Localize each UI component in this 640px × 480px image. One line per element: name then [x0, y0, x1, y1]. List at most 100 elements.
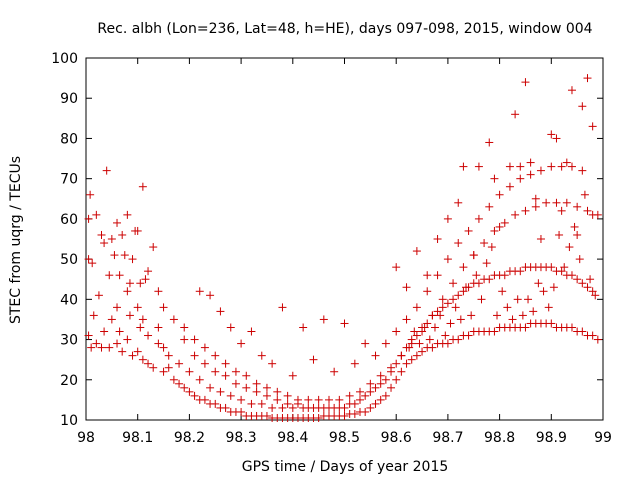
data-point: [195, 287, 204, 296]
data-point: [309, 355, 318, 364]
data-point: [252, 379, 261, 388]
data-point: [485, 275, 494, 284]
data-point: [195, 375, 204, 384]
x-tick-label: 98.2: [174, 430, 205, 446]
data-point: [361, 391, 370, 400]
data-point: [433, 271, 442, 280]
x-axis-label: GPS time / Days of year 2015: [242, 459, 449, 475]
data-point: [237, 407, 246, 416]
data-point: [221, 371, 230, 380]
data-point: [242, 371, 251, 380]
data-point: [84, 331, 93, 340]
data-point: [418, 327, 427, 336]
data-point: [180, 383, 189, 392]
data-point: [133, 303, 142, 312]
data-point: [107, 235, 116, 243]
data-point: [164, 351, 173, 360]
x-tick-label: 99: [594, 430, 612, 446]
data-point: [92, 210, 101, 219]
data-point: [113, 218, 122, 227]
y-tick-label: 60: [60, 212, 78, 228]
data-point: [169, 375, 178, 384]
data-point: [319, 315, 328, 324]
data-point: [133, 226, 142, 235]
data-point: [268, 403, 277, 412]
data-point: [175, 359, 184, 368]
data-point: [433, 235, 442, 243]
data-point: [583, 283, 592, 292]
data-point: [350, 359, 359, 368]
data-point: [94, 291, 103, 300]
data-point: [436, 311, 445, 320]
x-tick-label: 98.9: [536, 430, 567, 446]
data-point: [105, 343, 114, 352]
data-point: [474, 162, 483, 171]
data-point: [547, 130, 556, 139]
data-point: [144, 359, 153, 368]
data-point: [567, 162, 576, 171]
data-point: [350, 409, 359, 418]
data-point: [521, 206, 530, 215]
data-point: [141, 275, 150, 284]
data-point: [565, 243, 574, 252]
data-point: [451, 303, 460, 312]
data-point: [410, 327, 419, 336]
data-point: [110, 251, 119, 260]
data-point: [578, 327, 587, 336]
data-point: [580, 190, 589, 199]
data-point: [547, 319, 556, 328]
data-point: [314, 395, 323, 404]
data-point: [412, 351, 421, 360]
x-tick-label: 98.4: [277, 430, 308, 446]
y-tick-label: 80: [60, 131, 78, 147]
data-point: [273, 387, 282, 396]
data-point: [154, 323, 163, 332]
data-point: [288, 371, 297, 380]
data-point: [511, 210, 520, 219]
y-tick-label: 40: [60, 292, 78, 308]
data-point: [102, 166, 111, 175]
data-point: [371, 351, 380, 360]
data-point: [423, 287, 432, 296]
data-point: [578, 102, 587, 111]
data-point: [423, 319, 432, 328]
data-point: [567, 271, 576, 280]
data-point: [573, 275, 582, 284]
data-point: [420, 323, 429, 332]
data-point: [226, 323, 235, 332]
data-point: [381, 375, 390, 384]
data-point: [593, 335, 602, 344]
data-point: [536, 235, 545, 243]
data-point: [381, 339, 390, 348]
data-point: [443, 214, 452, 223]
data-point: [461, 283, 470, 292]
data-point: [97, 230, 106, 239]
data-point: [340, 411, 349, 420]
data-point: [185, 367, 194, 376]
data-point: [578, 166, 587, 175]
data-point: [529, 307, 538, 316]
data-point: [425, 335, 434, 344]
data-point: [459, 263, 468, 272]
data-point: [288, 403, 297, 412]
data-point: [356, 387, 365, 396]
data-point: [113, 303, 122, 312]
data-point: [361, 339, 370, 348]
data-point: [441, 331, 450, 340]
y-axis-ticks: 10 20 30 40 50 60 70 80 90 100: [51, 51, 603, 429]
data-point: [485, 202, 494, 211]
data-point: [449, 279, 458, 288]
data-point: [387, 363, 396, 372]
data-point: [539, 287, 548, 296]
data-point: [588, 122, 597, 131]
data-point: [278, 303, 287, 312]
data-point: [247, 399, 256, 408]
data-point: [118, 347, 127, 356]
data-point: [588, 331, 597, 340]
data-point: [467, 311, 476, 320]
data-point: [164, 363, 173, 372]
data-point: [216, 387, 225, 396]
data-point: [118, 230, 127, 239]
data-point: [268, 359, 277, 368]
data-point: [464, 331, 473, 340]
